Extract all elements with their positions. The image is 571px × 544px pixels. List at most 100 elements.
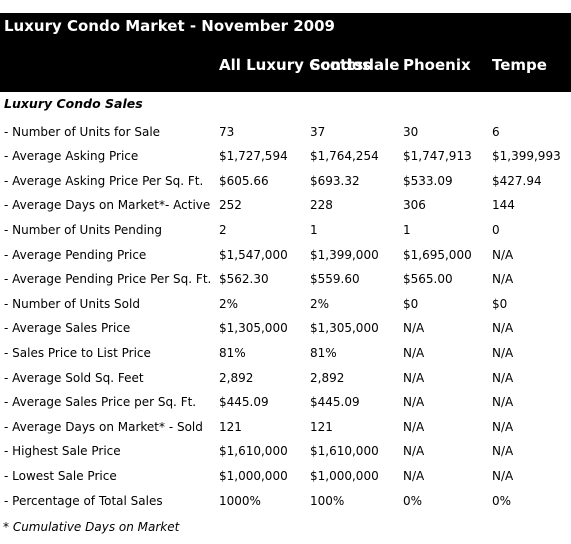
row-value: 30 — [403, 124, 419, 139]
row-label: - Average Asking Price — [4, 149, 139, 164]
row-value: 228 — [310, 198, 333, 213]
header-tempe: Tempe — [492, 56, 547, 74]
row-value: $605.66 — [219, 173, 269, 188]
row-value: N/A — [492, 444, 514, 459]
row-value: 252 — [219, 198, 242, 213]
row-value: N/A — [492, 419, 514, 434]
table-row: - Lowest Sale Price $1,000,000 $1,000,000 N… — [0, 464, 571, 489]
row-value: 0% — [403, 493, 423, 508]
row-value: $1,000,000 — [219, 468, 288, 483]
row-label: - Number of Units Sold — [4, 296, 140, 311]
row-label: - Average Sold Sq. Feet — [4, 370, 144, 385]
row-label: - Average Days on Market*- Active — [4, 198, 211, 213]
row-value: 2 — [219, 222, 227, 237]
header-all-luxury-condos: All Luxury Condos — [219, 56, 372, 74]
row-value: 306 — [403, 198, 426, 213]
row-value: $1,727,594 — [219, 149, 288, 164]
table-row: - Highest Sale Price $1,610,000 $1,610,000… — [0, 439, 571, 464]
table-row: - Sales Price to List Price 81% 81% N/A N/A — [0, 341, 571, 366]
row-label: - Sales Price to List Price — [4, 345, 151, 360]
row-label: - Average Days on Market* - Sold — [4, 419, 203, 434]
table-row: - Average Asking Price Per Sq. Ft. $605.6… — [0, 169, 571, 194]
row-value: N/A — [492, 395, 514, 410]
row-value: $1,399,000 — [310, 247, 379, 262]
row-value: $1,610,000 — [219, 444, 288, 459]
row-value: N/A — [403, 321, 425, 336]
row-value: 2% — [219, 296, 239, 311]
row-label: - Average Pending Price — [4, 247, 147, 262]
header-scottsdale: Scottsdale — [310, 56, 400, 74]
row-value: N/A — [403, 419, 425, 434]
table-row: - Average Pending Price Per Sq. Ft. $562.… — [0, 267, 571, 292]
table-row: - Average Days on Market*- Active 252 228 3… — [0, 193, 571, 218]
row-value: N/A — [403, 395, 425, 410]
row-value: N/A — [492, 321, 514, 336]
table-row: - Average Sales Price per Sq. Ft. $445.09… — [0, 390, 571, 415]
row-value: 2,892 — [310, 370, 345, 385]
row-value: 2% — [310, 296, 330, 311]
row-value: 1 — [310, 222, 318, 237]
footnote: * Cumulative Days on Market — [3, 520, 180, 534]
table-row: - Average Sales Price $1,305,000 $1,305,00… — [0, 316, 571, 341]
row-value: 6 — [492, 124, 500, 139]
row-value: N/A — [403, 444, 425, 459]
row-value: $693.32 — [310, 173, 360, 188]
row-label: - Average Sales Price — [4, 321, 131, 336]
row-value: N/A — [492, 247, 514, 262]
row-label: - Average Pending Price Per Sq. Ft. — [4, 272, 212, 287]
row-value: N/A — [403, 345, 425, 360]
row-value: $1,399,993 — [492, 149, 561, 164]
row-value: $0 — [492, 296, 508, 311]
row-label: - Number of Units for Sale — [4, 124, 161, 139]
row-value: 37 — [310, 124, 326, 139]
row-value: $559.60 — [310, 272, 360, 287]
row-value: $1,000,000 — [310, 468, 379, 483]
row-label: - Number of Units Pending — [4, 222, 163, 237]
report-title: Luxury Condo Market - November 2009 — [0, 13, 571, 39]
row-value: N/A — [492, 468, 514, 483]
table-row: - Average Days on Market* - Sold 121 121 N/… — [0, 415, 571, 440]
row-value: $445.09 — [310, 395, 360, 410]
row-value: $427.94 — [492, 173, 542, 188]
row-value: $1,610,000 — [310, 444, 379, 459]
row-value: N/A — [492, 272, 514, 287]
row-value: 121 — [219, 419, 242, 434]
row-value: 121 — [310, 419, 333, 434]
table-row: - Percentage of Total Sales 1000% 100% 0% 0% — [0, 489, 571, 514]
table-row: - Number of Units Pending 2 1 1 0 — [0, 218, 571, 243]
row-value: 2,892 — [219, 370, 254, 385]
row-value: 0% — [492, 493, 512, 508]
row-value: 73 — [219, 124, 235, 139]
row-value: $445.09 — [219, 395, 269, 410]
row-value: 144 — [492, 198, 515, 213]
row-value: N/A — [492, 370, 514, 385]
row-value: N/A — [492, 345, 514, 360]
table-header-row: All Luxury Condos Scottsdale Phoenix Tem… — [0, 39, 571, 92]
row-value: $565.00 — [403, 272, 453, 287]
header-phoenix: Phoenix — [403, 56, 471, 74]
row-label: - Lowest Sale Price — [4, 468, 117, 483]
table-row: - Average Sold Sq. Feet 2,892 2,892 N/A N/A — [0, 366, 571, 391]
row-value: 0 — [492, 222, 500, 237]
row-label: - Average Sales Price per Sq. Ft. — [4, 395, 197, 410]
row-value: $1,547,000 — [219, 247, 288, 262]
row-label: - Highest Sale Price — [4, 444, 121, 459]
row-value: $1,747,913 — [403, 149, 472, 164]
row-value: 1000% — [219, 493, 261, 508]
table-row: - Average Asking Price $1,727,594 $1,764,2… — [0, 144, 571, 169]
row-value: N/A — [403, 370, 425, 385]
row-value: $1,305,000 — [219, 321, 288, 336]
row-value: $562.30 — [219, 272, 269, 287]
table-row: - Average Pending Price $1,547,000 $1,399,… — [0, 243, 571, 268]
row-label: - Percentage of Total Sales — [4, 493, 163, 508]
row-label: - Average Asking Price Per Sq. Ft. — [4, 173, 204, 188]
row-value: $533.09 — [403, 173, 453, 188]
row-value: 100% — [310, 493, 345, 508]
row-value: N/A — [403, 468, 425, 483]
row-value: $1,305,000 — [310, 321, 379, 336]
table-row: - Number of Units Sold 2% 2% $0 $0 — [0, 292, 571, 317]
row-value: $1,764,254 — [310, 149, 379, 164]
row-value: 1 — [403, 222, 411, 237]
section-label: Luxury Condo Sales — [4, 96, 143, 111]
